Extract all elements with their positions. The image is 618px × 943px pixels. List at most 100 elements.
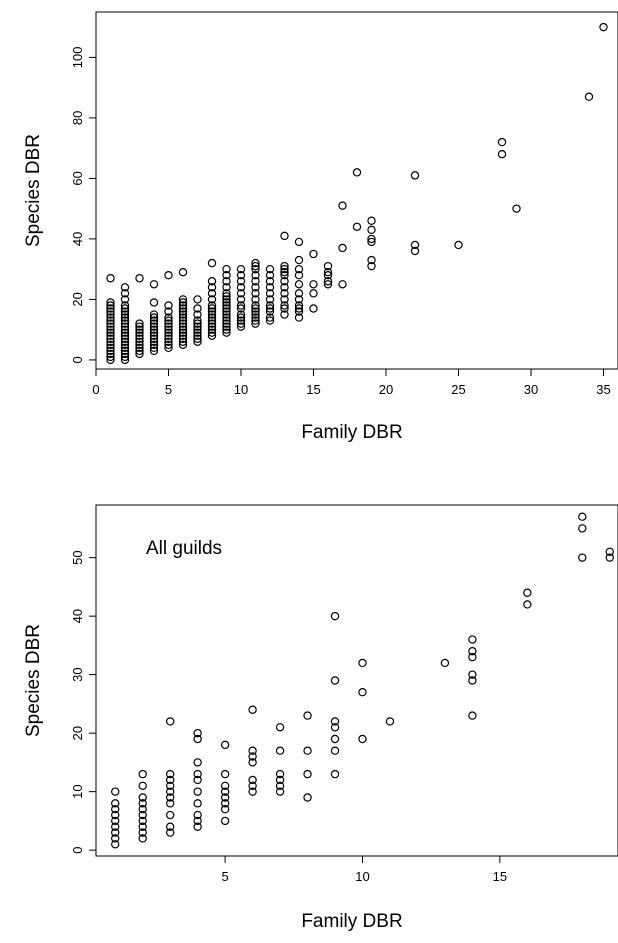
- bottom-data-point: [165, 775, 175, 785]
- top-data-point: [106, 307, 115, 316]
- top-x-tick-label: 15: [306, 382, 320, 397]
- top-data-point: [222, 322, 231, 331]
- top-data-point: [222, 295, 231, 304]
- top-data-point: [294, 280, 304, 289]
- top-data-point: [251, 261, 260, 271]
- top-data-point: [193, 337, 202, 346]
- top-data-point: [323, 277, 333, 286]
- bottom-data-point: [248, 705, 257, 714]
- top-data-point: [207, 304, 217, 313]
- bottom-data-point: [275, 769, 285, 779]
- top-data-point: [120, 319, 130, 328]
- top-data-point: [236, 304, 246, 313]
- top-data-point: [149, 346, 159, 356]
- top-data-point: [222, 283, 231, 292]
- top-data-point: [193, 328, 202, 337]
- top-data-point: [207, 325, 217, 334]
- top-data-point: [294, 255, 304, 265]
- bottom-data-point: [385, 717, 395, 726]
- bottom-data-point: [275, 775, 285, 785]
- top-data-point: [236, 289, 246, 298]
- top-data-point: [106, 319, 115, 328]
- bottom-data-point: [165, 828, 175, 837]
- top-x-tick-label: 20: [379, 382, 393, 397]
- top-data-point: [222, 292, 231, 301]
- top-data-point: [265, 304, 275, 313]
- top-data-point: [236, 313, 246, 322]
- bottom-data-point: [138, 834, 147, 843]
- top-data-point: [120, 301, 130, 310]
- top-data-point: [222, 310, 231, 319]
- bottom-data-point: [193, 822, 202, 831]
- bottom-data-point: [220, 793, 230, 802]
- top-data-point: [106, 337, 115, 346]
- bottom-data-point: [468, 647, 477, 656]
- top-data-point: [164, 316, 173, 325]
- top-data-point: [178, 301, 188, 310]
- top-data-point: [367, 216, 376, 225]
- top-data-point: [338, 201, 347, 210]
- bottom-y-axis-label: Species DBR: [23, 624, 44, 737]
- top-data-point: [251, 313, 260, 322]
- top-data-point: [135, 325, 144, 334]
- top-data-point: [164, 337, 173, 346]
- bottom-data-point: [220, 805, 230, 814]
- top-data-point: [309, 289, 318, 298]
- top-y-axis-label: Species DBR: [23, 134, 44, 247]
- bottom-points: [111, 512, 614, 849]
- top-data-point: [149, 319, 159, 328]
- top-data-point: [120, 343, 130, 353]
- top-data-point: [251, 283, 260, 292]
- top-data-point: [265, 307, 275, 316]
- top-data-point: [323, 261, 333, 271]
- top-data-point: [120, 337, 130, 346]
- top-data-point: [265, 277, 275, 286]
- bottom-data-point: [303, 746, 312, 755]
- top-data-point: [135, 322, 144, 331]
- top-data-point: [135, 343, 144, 353]
- top-data-point: [193, 310, 202, 319]
- top-data-point: [497, 137, 507, 147]
- top-data-point: [265, 283, 275, 292]
- top-data-point: [207, 331, 217, 340]
- top-data-point: [106, 322, 115, 331]
- bottom-data-point: [111, 840, 120, 849]
- top-data-point: [236, 310, 246, 319]
- top-data-point: [149, 310, 159, 319]
- bottom-data-point: [248, 746, 257, 755]
- top-data-point: [164, 343, 173, 353]
- top-data-point: [454, 240, 463, 250]
- top-data-point: [178, 310, 188, 319]
- top-data-point: [410, 240, 420, 250]
- bottom-data-point: [111, 822, 120, 831]
- bottom-data-point: [330, 746, 340, 755]
- bottom-y-tick-label: 50: [70, 550, 85, 564]
- bottom-data-point: [193, 816, 202, 826]
- top-data-point: [178, 295, 188, 304]
- top-data-point: [207, 258, 217, 268]
- top-data-point: [280, 277, 289, 286]
- top-data-point: [309, 249, 318, 259]
- top-y-tick-label: 40: [70, 232, 85, 246]
- top-data-point: [193, 322, 202, 331]
- bottom-data-point: [138, 816, 147, 826]
- bottom-data-point: [193, 734, 202, 744]
- top-data-point: [207, 289, 217, 298]
- top-data-point: [280, 289, 289, 298]
- top-data-point: [222, 301, 231, 310]
- bottom-data-point: [165, 769, 175, 779]
- bottom-data-point: [330, 734, 340, 744]
- bottom-data-point: [220, 816, 230, 826]
- top-data-point: [207, 328, 217, 337]
- bottom-data-point: [138, 822, 147, 831]
- bottom-data-point: [248, 775, 257, 785]
- top-data-point: [164, 340, 173, 349]
- top-data-point: [149, 331, 159, 340]
- top-data-point: [193, 295, 202, 304]
- bottom-data-point: [111, 816, 120, 826]
- top-data-point: [106, 346, 115, 356]
- top-data-point: [164, 301, 173, 310]
- top-data-point: [236, 319, 246, 328]
- top-data-point: [584, 92, 594, 101]
- top-x-axis-label: Family DBR: [301, 422, 402, 443]
